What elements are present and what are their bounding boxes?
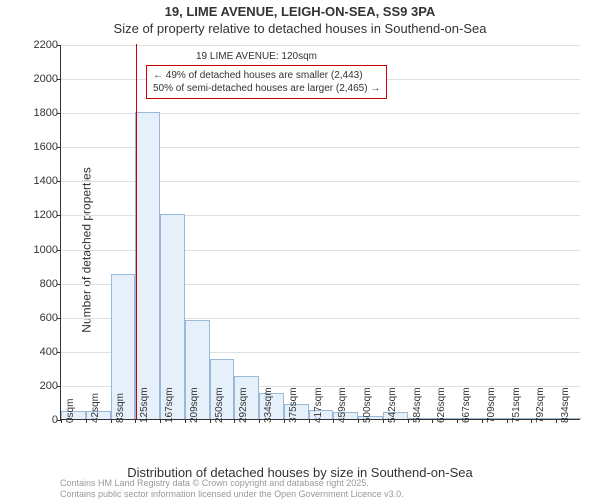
chart-title-sub: Size of property relative to detached ho…: [0, 21, 600, 36]
footer-line-1: Contains HM Land Registry data © Crown c…: [60, 478, 404, 489]
y-tick-label: 600: [18, 312, 58, 324]
x-tick-label: 209sqm: [189, 387, 200, 423]
x-tick-mark: [234, 419, 235, 423]
x-tick-mark: [111, 419, 112, 423]
footer-attribution: Contains HM Land Registry data © Crown c…: [60, 478, 404, 500]
x-tick-mark: [531, 419, 532, 423]
grid-line: [61, 45, 580, 46]
x-tick-label: 83sqm: [115, 393, 126, 423]
footer-line-2: Contains public sector information licen…: [60, 489, 404, 500]
property-marker-line: [136, 44, 137, 419]
x-tick-label: 500sqm: [362, 387, 373, 423]
y-tick-label: 0: [18, 414, 58, 426]
x-tick-label: 0sqm: [65, 399, 76, 423]
annotation-line-1: ← 49% of detached houses are smaller (2,…: [153, 69, 380, 82]
x-tick-label: 292sqm: [238, 387, 249, 423]
x-tick-mark: [408, 419, 409, 423]
x-tick-label: 709sqm: [486, 387, 497, 423]
x-tick-label: 42sqm: [90, 393, 101, 423]
y-tick-label: 2200: [18, 39, 58, 51]
x-tick-mark: [61, 419, 62, 423]
y-tick-label: 1400: [18, 175, 58, 187]
y-tick-label: 400: [18, 346, 58, 358]
x-tick-mark: [309, 419, 310, 423]
x-tick-mark: [556, 419, 557, 423]
x-tick-label: 542sqm: [387, 387, 398, 423]
y-tick-label: 1200: [18, 209, 58, 221]
x-tick-mark: [358, 419, 359, 423]
histogram-bar: [135, 112, 160, 419]
x-tick-label: 417sqm: [313, 387, 324, 423]
x-tick-label: 375sqm: [288, 387, 299, 423]
y-tick-label: 800: [18, 278, 58, 290]
x-tick-label: 459sqm: [337, 387, 348, 423]
y-tick-label: 1000: [18, 244, 58, 256]
chart-plot-area: 0200400600800100012001400160018002000220…: [60, 45, 580, 420]
x-tick-label: 250sqm: [214, 387, 225, 423]
x-tick-mark: [135, 419, 136, 423]
x-tick-mark: [507, 419, 508, 423]
x-tick-label: 792sqm: [535, 387, 546, 423]
x-tick-mark: [284, 419, 285, 423]
x-tick-label: 626sqm: [436, 387, 447, 423]
x-tick-mark: [482, 419, 483, 423]
marker-annotation-title: 19 LIME AVENUE: 120sqm: [196, 51, 317, 62]
x-tick-label: 125sqm: [139, 387, 150, 423]
x-tick-label: 834sqm: [560, 387, 571, 423]
x-tick-mark: [432, 419, 433, 423]
chart-title-main: 19, LIME AVENUE, LEIGH-ON-SEA, SS9 3PA: [0, 4, 600, 19]
y-tick-label: 1600: [18, 141, 58, 153]
x-tick-label: 667sqm: [461, 387, 472, 423]
x-tick-mark: [333, 419, 334, 423]
x-tick-label: 584sqm: [412, 387, 423, 423]
marker-annotation-box: ← 49% of detached houses are smaller (2,…: [146, 65, 387, 99]
x-tick-mark: [210, 419, 211, 423]
x-tick-label: 334sqm: [263, 387, 274, 423]
y-tick-label: 2000: [18, 73, 58, 85]
x-tick-mark: [383, 419, 384, 423]
x-tick-mark: [86, 419, 87, 423]
x-tick-mark: [259, 419, 260, 423]
annotation-line-2: 50% of semi-detached houses are larger (…: [153, 82, 380, 95]
x-tick-mark: [160, 419, 161, 423]
x-tick-label: 751sqm: [511, 387, 522, 423]
y-tick-label: 1800: [18, 107, 58, 119]
y-tick-label: 200: [18, 380, 58, 392]
x-tick-mark: [185, 419, 186, 423]
x-tick-label: 167sqm: [164, 387, 175, 423]
x-tick-mark: [457, 419, 458, 423]
